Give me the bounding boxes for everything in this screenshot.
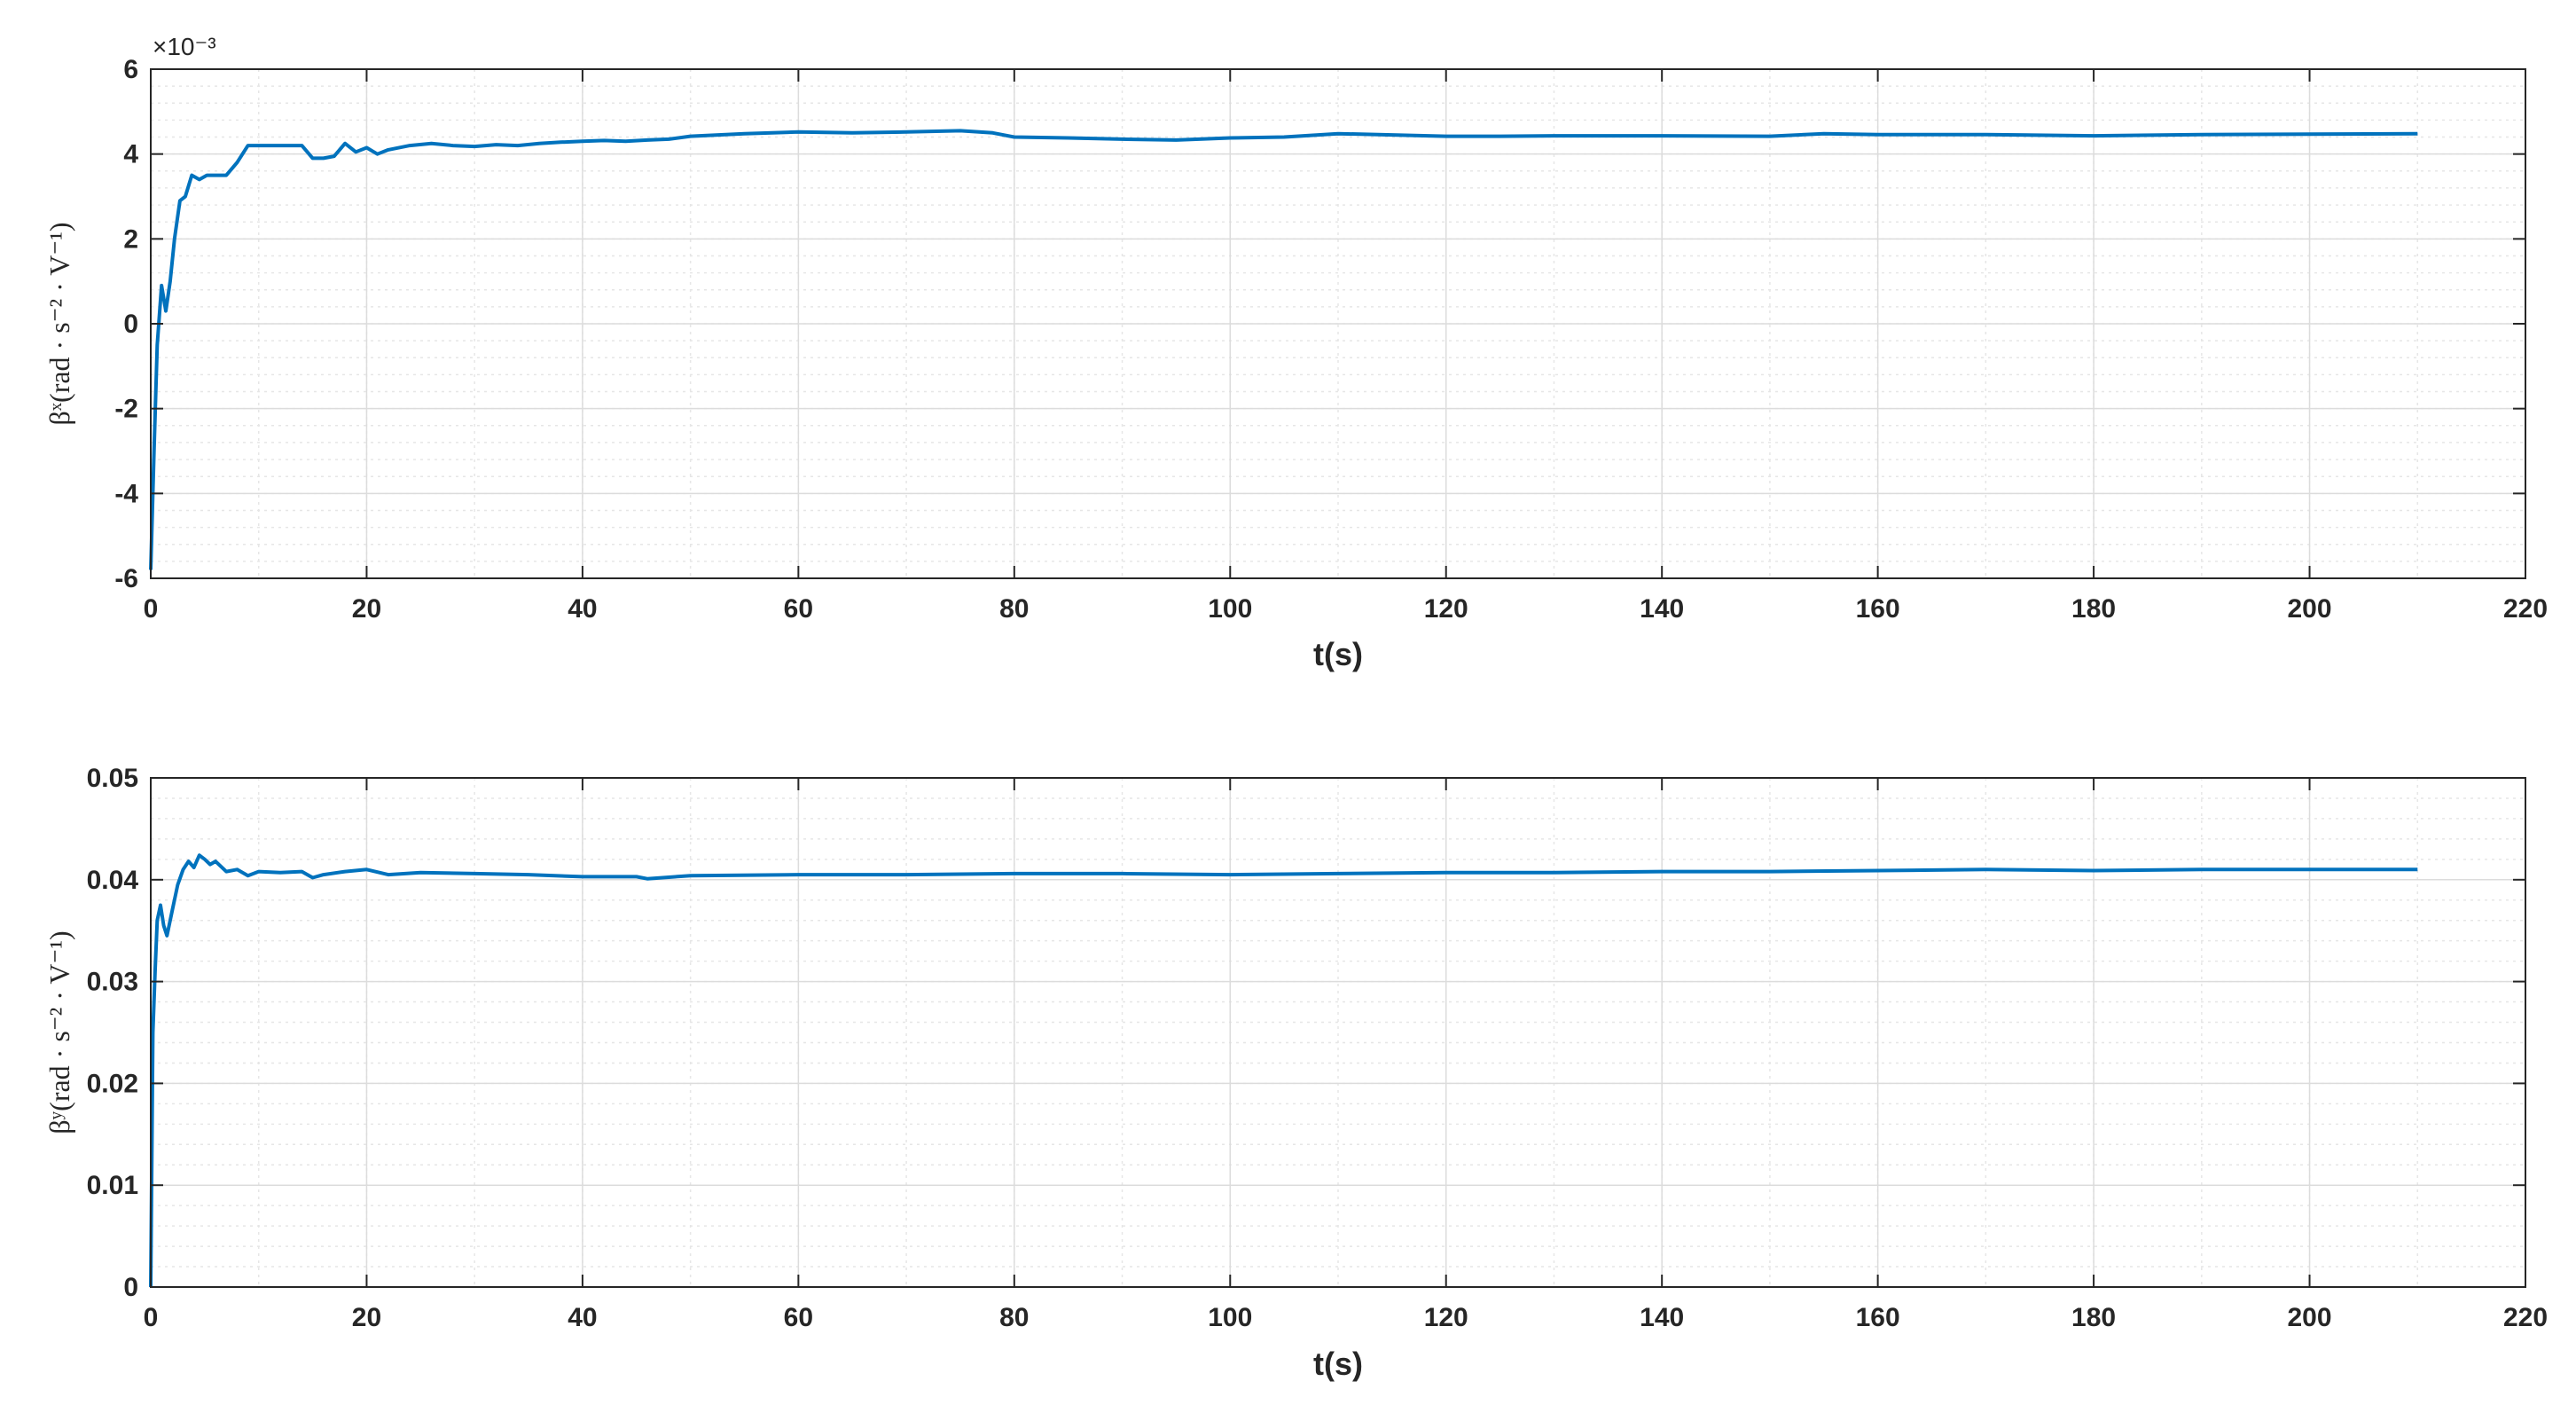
beta-y-x-tick-label: 220 bbox=[2503, 1303, 2548, 1332]
beta-x-y-tick-label: 2 bbox=[123, 224, 138, 254]
beta-x-x-tick-label: 20 bbox=[352, 594, 381, 624]
beta-x-x-axis-label: t(s) bbox=[1313, 636, 1363, 672]
beta-x-series-line bbox=[149, 129, 2418, 570]
beta-x-y-tick-label: -6 bbox=[114, 564, 138, 593]
beta-y-x-tick-label: 140 bbox=[1640, 1303, 1684, 1332]
beta-y-x-tick-label: 180 bbox=[2071, 1303, 2116, 1332]
beta-x-x-tick-label: 180 bbox=[2071, 594, 2116, 624]
beta-x-x-tick-label: 80 bbox=[999, 594, 1029, 624]
beta-x-x-tick-label: 160 bbox=[1856, 594, 1900, 624]
beta-y-y-tick-label: 0.01 bbox=[87, 1171, 138, 1200]
beta-y-x-tick-label: 60 bbox=[784, 1303, 813, 1332]
beta-x-x-tick-label: 140 bbox=[1640, 594, 1684, 624]
beta-y-x-tick-label: 20 bbox=[352, 1303, 381, 1332]
beta-x-exponent-label: ×10⁻³ bbox=[153, 33, 216, 60]
beta-x-x-tick-label: 120 bbox=[1424, 594, 1468, 624]
beta-y-y-tick-label: 0 bbox=[123, 1273, 138, 1302]
beta-x-y-tick-label: 6 bbox=[123, 55, 138, 84]
beta-x-y-tick-label: -2 bbox=[114, 395, 138, 424]
beta-x-y-tick-label: 0 bbox=[123, 310, 138, 339]
beta-x-y-tick-label: 4 bbox=[123, 140, 138, 169]
beta-y-y-tick-label: 0.02 bbox=[87, 1069, 138, 1098]
beta-y-x-tick-label: 100 bbox=[1208, 1303, 1252, 1332]
beta-x-y-tick-label: -4 bbox=[114, 479, 138, 508]
beta-x-x-tick-label: 200 bbox=[2288, 594, 2332, 624]
beta-y-x-axis-label: t(s) bbox=[1313, 1346, 1363, 1382]
beta-y-axes-background bbox=[151, 778, 2525, 1287]
beta-x-y-axis-label: βˣ(rad · s⁻² · V⁻¹) bbox=[43, 223, 75, 426]
beta-y-x-tick-label: 120 bbox=[1424, 1303, 1468, 1332]
beta-x-x-tick-label: 100 bbox=[1208, 594, 1252, 624]
beta-y-y-axis-label: βʸ(rad · s⁻² · V⁻¹) bbox=[43, 930, 75, 1134]
beta-y-x-tick-label: 0 bbox=[144, 1303, 159, 1332]
beta-y-x-tick-label: 200 bbox=[2288, 1303, 2332, 1332]
beta-x-x-tick-label: 220 bbox=[2503, 594, 2548, 624]
beta-y-y-tick-label: 0.04 bbox=[87, 866, 139, 895]
beta-x-x-tick-label: 60 bbox=[784, 594, 813, 624]
beta-y-y-tick-label: 0.05 bbox=[87, 764, 138, 793]
beta-y-axes-box bbox=[150, 777, 2526, 1288]
beta-y-x-tick-label: 40 bbox=[568, 1303, 597, 1332]
beta-x-x-tick-label: 40 bbox=[568, 594, 597, 624]
beta-y-x-tick-label: 160 bbox=[1856, 1303, 1900, 1332]
beta-x-plot: 0 20 40 60 80 100 120 140 160 180 200 220 -6 -4 -2 0 2 4 6… bbox=[43, 33, 2548, 672]
beta-y-plot: 0 20 40 60 80 100 120 140 160 180 200 220 0 0.01 0.02 0… bbox=[43, 764, 2548, 1382]
beta-x-x-tick-label: 0 bbox=[144, 594, 159, 624]
beta-y-y-tick-label: 0.03 bbox=[87, 968, 138, 997]
beta-y-series-line bbox=[149, 853, 2418, 1288]
beta-y-x-tick-label: 80 bbox=[999, 1303, 1029, 1332]
